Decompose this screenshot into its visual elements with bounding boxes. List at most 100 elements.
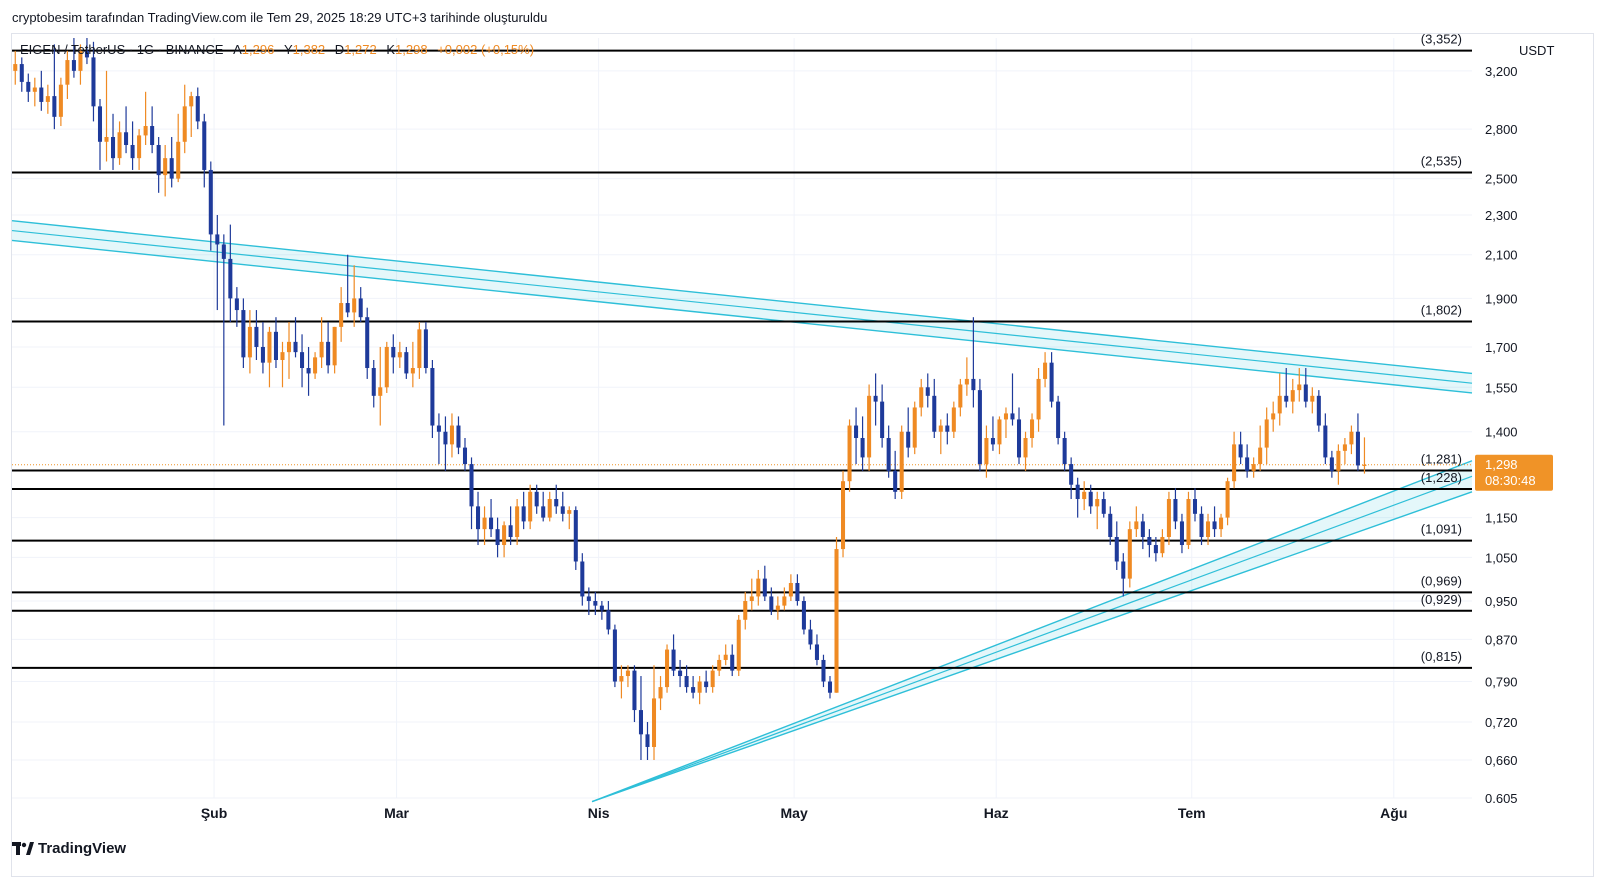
candle bbox=[384, 341, 389, 393]
candle bbox=[547, 491, 552, 522]
candle-body bbox=[1101, 499, 1106, 514]
candle-body bbox=[1310, 395, 1315, 402]
descending-resistance-mid bbox=[11, 229, 1473, 384]
candle-body bbox=[1179, 521, 1184, 546]
candle bbox=[1245, 444, 1250, 478]
candle bbox=[489, 499, 494, 538]
level-label: (0,969) bbox=[1421, 573, 1462, 588]
candle bbox=[632, 665, 637, 723]
x-tick-label: Ağu bbox=[1380, 805, 1407, 821]
descending-resistance-upper bbox=[11, 220, 1473, 375]
candle bbox=[638, 676, 643, 761]
candle bbox=[1316, 390, 1321, 432]
candle bbox=[137, 129, 142, 170]
candle-body bbox=[880, 401, 885, 439]
x-tick-label: Şub bbox=[201, 805, 227, 821]
candle-body bbox=[404, 352, 409, 374]
candle-body bbox=[1199, 513, 1204, 538]
candle bbox=[1030, 413, 1035, 448]
candle-body bbox=[1003, 413, 1008, 420]
candle-body bbox=[326, 341, 331, 366]
candle bbox=[860, 416, 865, 471]
tradingview-icon bbox=[12, 841, 34, 855]
candle-body bbox=[1212, 521, 1217, 530]
tradingview-logo[interactable]: TradingView bbox=[12, 840, 126, 857]
y-tick-label: 0,790 bbox=[1485, 675, 1518, 690]
symbol-legend: EIGEN / TetherUS · 1G · BINANCE A1,296 Y… bbox=[20, 42, 534, 57]
candle-body bbox=[854, 425, 859, 439]
candle bbox=[704, 670, 709, 693]
candle bbox=[45, 84, 50, 114]
candle-body bbox=[300, 352, 305, 369]
candle-body bbox=[19, 64, 24, 82]
candle-body bbox=[945, 425, 950, 432]
candle-body bbox=[938, 425, 943, 432]
candle-body bbox=[182, 106, 187, 142]
candle bbox=[977, 378, 982, 471]
horizontal-levels: (3,352) (2,535) (1,802) (1,281) (1,228) (1,09… bbox=[12, 32, 1472, 669]
candle-body bbox=[169, 158, 174, 179]
candle bbox=[938, 419, 943, 455]
candle bbox=[404, 346, 409, 379]
candle bbox=[104, 70, 109, 162]
candle-body bbox=[691, 687, 696, 693]
candle bbox=[1043, 352, 1048, 388]
candle bbox=[528, 484, 533, 530]
x-tick-label: Haz bbox=[984, 805, 1009, 821]
candle bbox=[462, 438, 468, 471]
candle-body bbox=[893, 470, 898, 492]
candle bbox=[1199, 506, 1204, 546]
candle bbox=[19, 57, 24, 92]
candle-body bbox=[1036, 378, 1041, 420]
candle-body bbox=[1355, 431, 1360, 466]
candle bbox=[586, 587, 591, 616]
candle-body bbox=[215, 234, 220, 245]
candle bbox=[1219, 513, 1224, 538]
level-label: (0,815) bbox=[1421, 649, 1462, 664]
candle-body bbox=[1192, 499, 1198, 514]
candle bbox=[554, 484, 559, 514]
candle-body bbox=[1134, 521, 1139, 530]
candle bbox=[1362, 437, 1367, 474]
candle-body bbox=[508, 525, 513, 538]
candle bbox=[260, 322, 265, 374]
candle-body bbox=[932, 395, 937, 432]
candle bbox=[893, 450, 898, 500]
candle-body bbox=[189, 96, 194, 107]
candle bbox=[717, 654, 722, 677]
candle bbox=[502, 521, 507, 558]
candle-body bbox=[599, 605, 604, 611]
candle bbox=[300, 334, 305, 388]
y-tick-label: 1,150 bbox=[1485, 511, 1518, 526]
candle bbox=[208, 161, 213, 251]
candle bbox=[1336, 444, 1341, 485]
candle bbox=[1147, 529, 1152, 558]
candle bbox=[1127, 521, 1132, 588]
candle-body bbox=[847, 425, 852, 482]
candle bbox=[515, 499, 520, 546]
y-tick-label: 0,660 bbox=[1485, 753, 1518, 768]
candle-body bbox=[65, 60, 70, 85]
candle bbox=[189, 91, 194, 137]
candle bbox=[358, 287, 363, 323]
candle-body bbox=[1323, 425, 1328, 458]
candle-body bbox=[547, 499, 552, 518]
candle-body bbox=[13, 64, 18, 71]
currency-label[interactable]: USDT bbox=[1519, 43, 1555, 58]
candle-body bbox=[1166, 499, 1171, 538]
candle-body bbox=[1303, 384, 1308, 402]
brand-name: TradingView bbox=[38, 840, 127, 857]
candle bbox=[228, 224, 233, 323]
candle-body bbox=[827, 681, 833, 693]
candle-body bbox=[1362, 464, 1367, 466]
candle bbox=[964, 357, 969, 396]
candle-body bbox=[84, 50, 89, 58]
candle-body bbox=[423, 329, 428, 369]
candle bbox=[195, 87, 200, 130]
candle bbox=[691, 676, 696, 699]
candle bbox=[423, 322, 428, 374]
y-tick-label: 3,200 bbox=[1485, 64, 1518, 79]
candle bbox=[1056, 395, 1061, 445]
candle bbox=[1049, 352, 1054, 408]
